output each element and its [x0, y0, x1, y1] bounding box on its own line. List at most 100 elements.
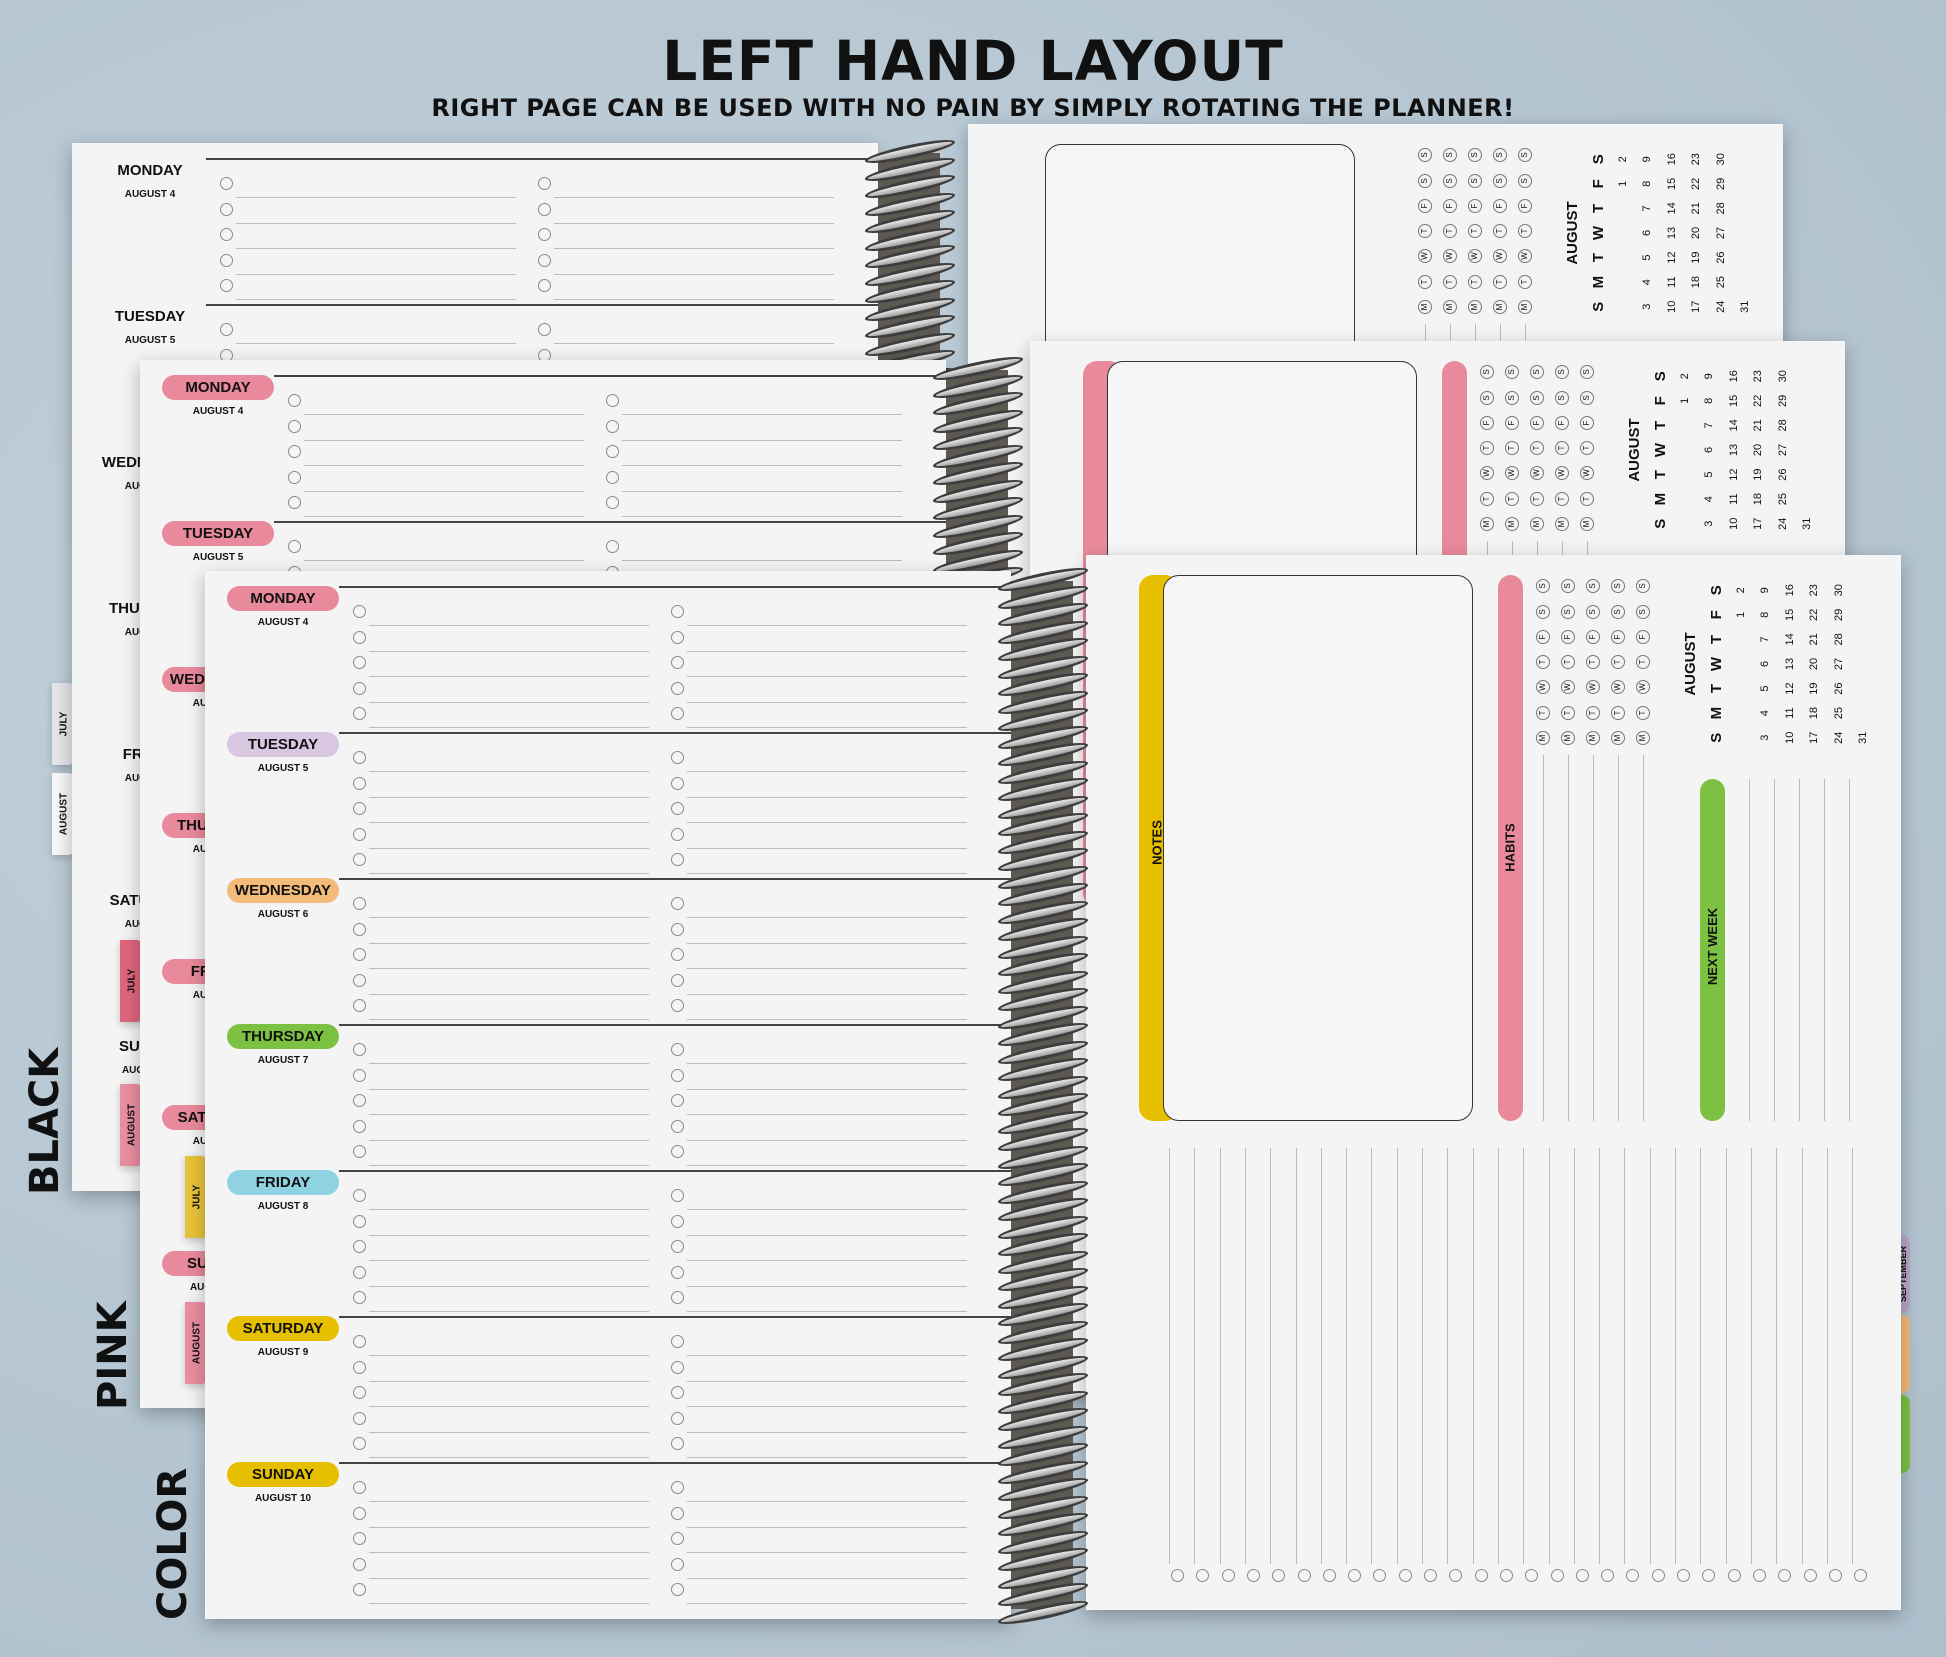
habit-day-circle: T — [1493, 274, 1507, 289]
task-checkbox-circle — [606, 496, 619, 509]
task-writing-line — [369, 1526, 649, 1528]
task-checkbox-circle — [671, 922, 684, 936]
calendar-day: 9 — [1759, 587, 1772, 594]
task-checkbox-circle — [353, 1189, 366, 1202]
habit-day-circle: S — [1443, 148, 1457, 163]
calendar-day: 30 — [1776, 370, 1789, 383]
task-checkbox-circle — [606, 540, 619, 553]
task-writing-line — [687, 1114, 967, 1115]
day-section: MONDAY AUGUST 4 — [72, 158, 878, 304]
notes-column-line — [1169, 1148, 1170, 1564]
task-writing-line — [369, 942, 649, 944]
column-circle — [1651, 1569, 1665, 1582]
calendar-day: 31 — [1857, 731, 1870, 744]
habit-day-circle: T — [1561, 705, 1575, 720]
month-tab-label: JULY — [126, 968, 138, 994]
task-writing-line — [687, 1088, 967, 1090]
task-checkbox-circle — [606, 419, 619, 433]
calendar-day: 12 — [1783, 682, 1796, 695]
habit-day-circle: M — [1536, 731, 1550, 745]
column-circle — [1322, 1569, 1336, 1582]
task-writing-line — [369, 1063, 649, 1064]
notes-column-line — [1776, 1148, 1778, 1564]
calendar-day: 3 — [1641, 303, 1654, 310]
task-checkbox-circle — [671, 1583, 684, 1596]
task-checkbox-circle — [671, 827, 684, 841]
task-writing-line — [304, 414, 584, 415]
habit-day-circle: S — [1586, 604, 1600, 619]
task-checkbox-circle — [353, 776, 366, 790]
day-date: AUGUST 10 — [254, 1493, 312, 1504]
section-divider — [339, 1024, 1011, 1026]
task-checkbox-circle — [671, 1481, 684, 1494]
task-writing-line — [369, 1165, 649, 1166]
task-writing-line — [554, 222, 834, 224]
column-circle — [1398, 1569, 1412, 1582]
task-checkbox-circle — [671, 1360, 684, 1374]
task-checkbox-circle — [353, 922, 366, 936]
day-label-pill: TUESDAY — [162, 521, 274, 546]
task-writing-line — [369, 676, 649, 677]
notes-column-line — [1675, 1148, 1676, 1564]
task-checkbox-circle — [353, 1068, 366, 1082]
calendar-day: 29 — [1714, 177, 1727, 190]
task-writing-line — [369, 1457, 649, 1458]
task-writing-line — [369, 1311, 649, 1312]
habit-day-circle: T — [1480, 441, 1494, 456]
calendar-week-row: 10 11 12 13 14 15 16 — [1660, 147, 1685, 319]
task-writing-line — [369, 822, 649, 823]
calendar-day: 18 — [1752, 493, 1765, 506]
task-checkbox-circle — [220, 323, 233, 336]
task-checkbox-circle — [538, 323, 551, 336]
calendar-day: 4 — [1641, 279, 1654, 286]
calendar-day: 11 — [1727, 493, 1740, 505]
next-week-line — [1749, 779, 1750, 1121]
habit-day-circle: S — [1636, 579, 1650, 594]
calendar-day: 31 — [1739, 300, 1752, 313]
task-writing-line — [369, 993, 649, 995]
section-divider — [339, 878, 1011, 880]
task-writing-line — [369, 917, 649, 918]
task-writing-line — [687, 942, 967, 944]
task-checkbox-circle — [288, 445, 301, 458]
day-section: MONDAY AUGUST 4 — [205, 586, 1011, 732]
task-writing-line — [236, 248, 516, 249]
calendar-day: 28 — [1832, 633, 1845, 646]
habit-day-circle: F — [1418, 198, 1432, 213]
calendar-day: 8 — [1759, 611, 1772, 618]
habit-day-circle: T — [1505, 491, 1519, 506]
habit-day-circle: F — [1580, 415, 1594, 430]
calendar-day: 2 — [1678, 373, 1691, 380]
day-date: AUGUST 5 — [192, 552, 244, 563]
habit-day-circle: S — [1586, 579, 1600, 594]
task-checkbox-circle — [353, 1094, 366, 1107]
habit-day-circle: F — [1555, 415, 1569, 430]
left-page: MONDAY AUGUST 4 TUESDAY AUGUST 5 WEDNESDAY AU… — [205, 571, 1011, 1619]
notes-column-line — [1624, 1148, 1626, 1564]
task-checkbox-circle — [538, 253, 551, 267]
task-checkbox-circle — [671, 751, 684, 764]
month-tab-label: JULY — [58, 711, 70, 737]
column-circle — [1348, 1569, 1362, 1582]
calendar-weekday: F — [1589, 179, 1607, 189]
task-checkbox-circle — [671, 1506, 684, 1520]
calendar-week-row: 24 25 26 27 28 29 30 — [1771, 364, 1796, 536]
planner-variant-label: COLOR — [150, 1467, 196, 1620]
task-writing-line — [236, 273, 516, 275]
next-week-line — [1799, 779, 1800, 1121]
task-checkbox-circle — [671, 802, 684, 815]
notes-column-line — [1725, 1148, 1727, 1564]
month-tab-label: AUGUST — [126, 1103, 138, 1147]
task-checkbox-circle — [353, 681, 366, 695]
task-checkbox-circle — [353, 605, 366, 618]
day-label-pill: MONDAY — [227, 586, 339, 611]
task-checkbox-circle — [671, 1437, 684, 1450]
day-date: AUGUST 5 — [257, 763, 309, 774]
calendar-day: 4 — [1759, 710, 1772, 717]
calendar-day: 22 — [1808, 608, 1821, 621]
task-writing-line — [687, 1165, 967, 1166]
habits-bar: HABITS — [1498, 575, 1523, 1121]
task-writing-line — [687, 676, 967, 677]
